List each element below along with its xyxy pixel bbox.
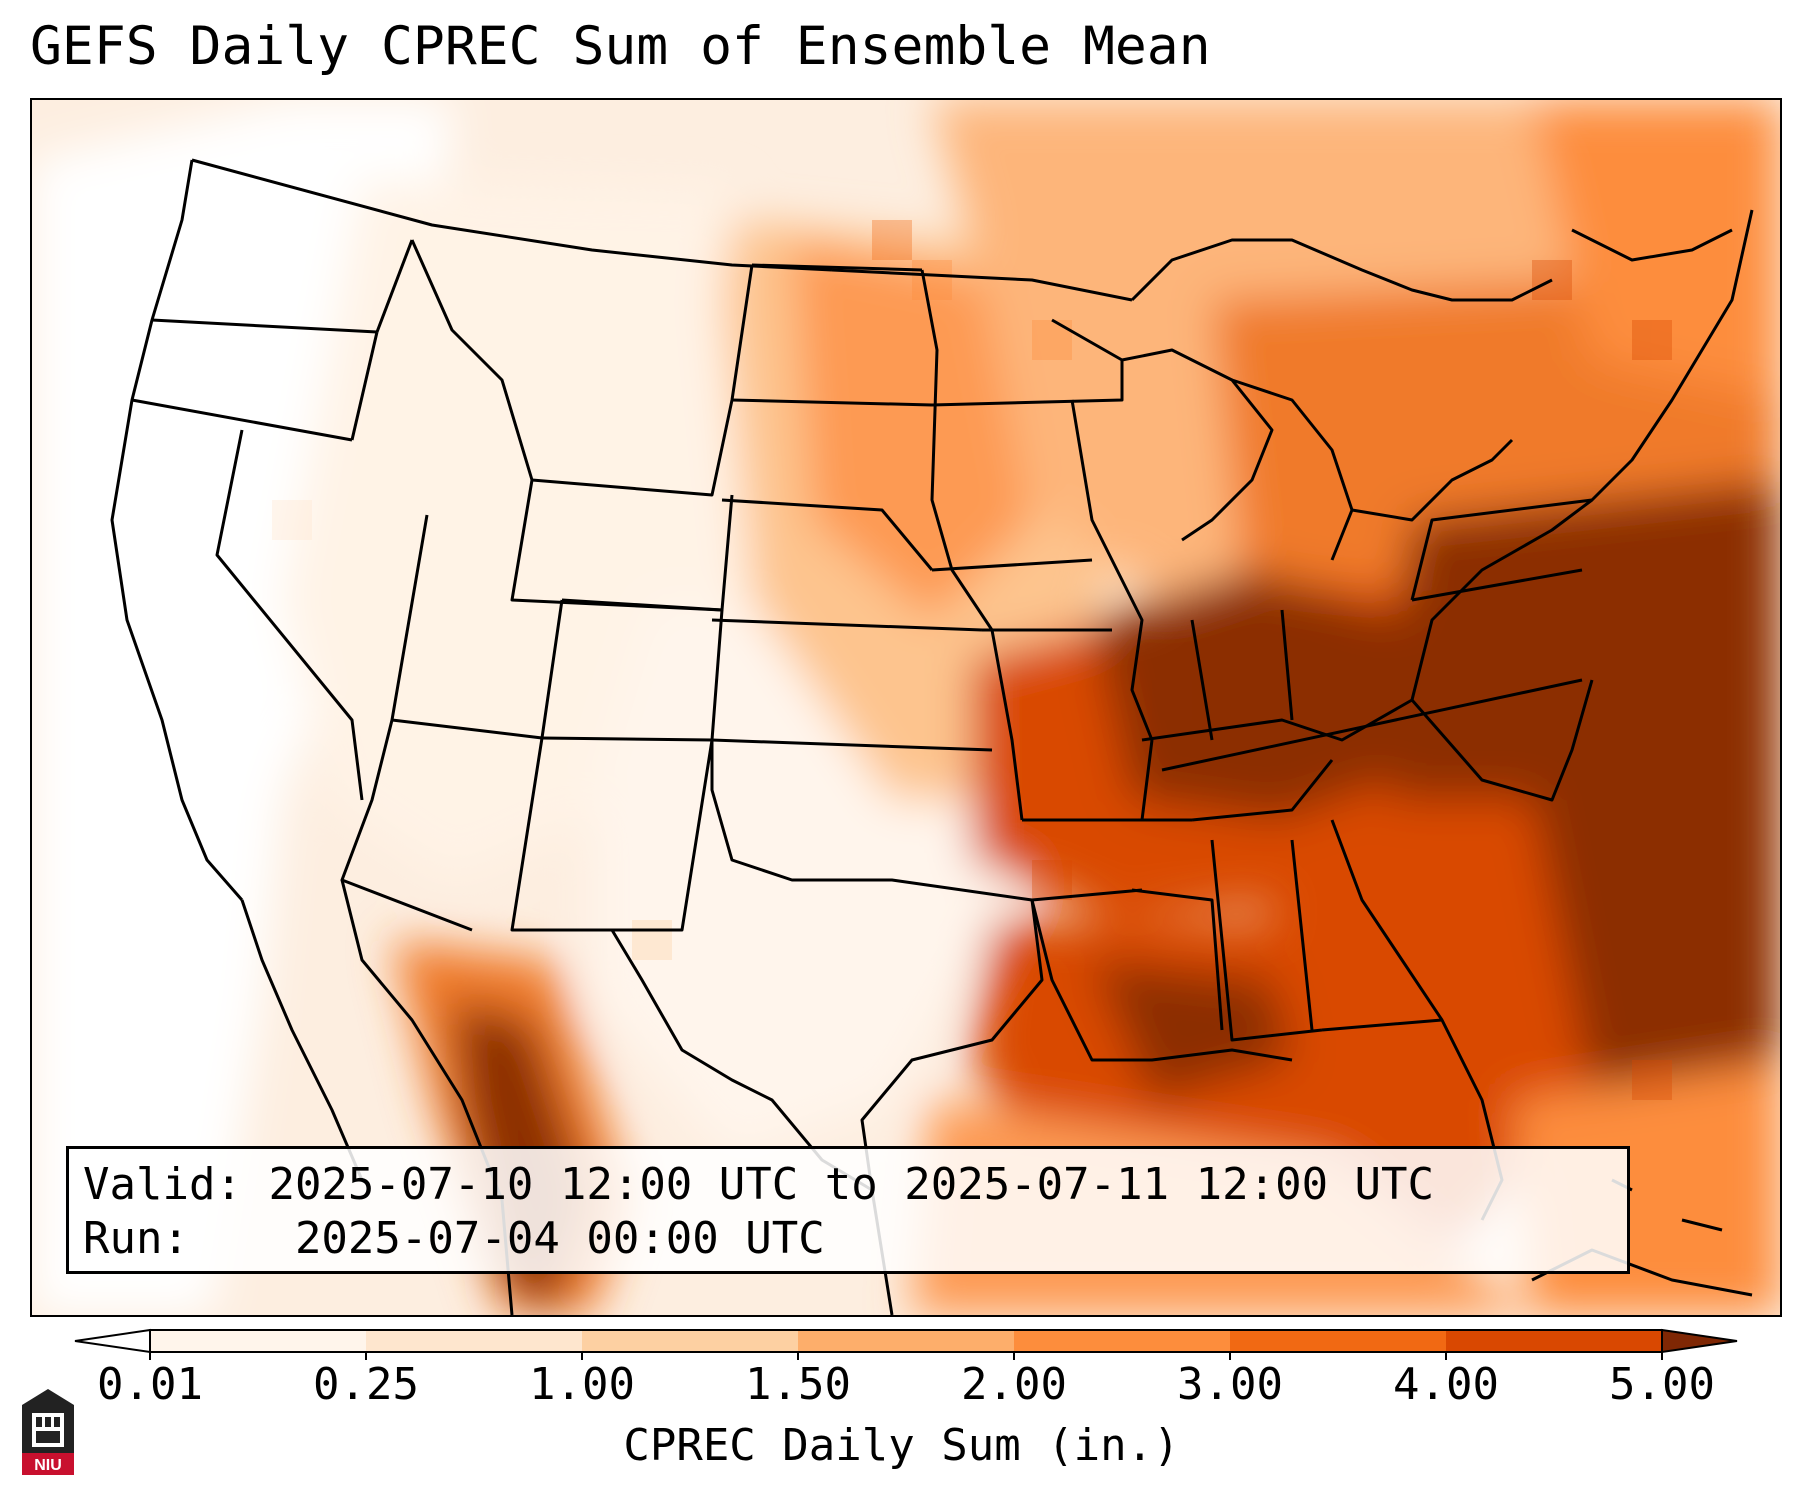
colorbar-segment [798,1330,1015,1352]
state-boundaries [110,158,1754,1315]
chart-title: GEFS Daily CPREC Sum of Ensemble Mean [30,16,1211,77]
colorbar-segment [150,1330,367,1352]
colorbar [0,1310,1803,1380]
colorbar-tick-label: 1.50 [745,1359,851,1410]
colorbar-graphic [74,1328,1738,1360]
colorbar-segment [582,1330,799,1352]
run-label: Run: [83,1213,189,1264]
run-row: Run: 2025-07-04 00:00 UTC [83,1217,825,1261]
colorbar-segment [366,1330,583,1352]
colorbar-tick-label: 0.01 [97,1359,203,1410]
precip-field [32,100,1780,1315]
colorbar-tick-label: 4.00 [1393,1359,1499,1410]
valid-run-box: Valid: 2025-07-10 12:00 UTC to 2025-07-1… [66,1146,1630,1274]
colorbar-tick-label: 5.00 [1609,1359,1715,1410]
precip-map-canvas [32,100,1780,1315]
niu-logo-graphic: NIU [22,1389,74,1475]
svg-text:NIU: NIU [34,1457,62,1474]
colorbar-tick-label: 1.00 [529,1359,635,1410]
colorbar-tick-label: 3.00 [1177,1359,1283,1410]
colorbar-label: CPREC Daily Sum (in.) [623,1420,1180,1471]
valid-label: Valid: [83,1159,242,1210]
valid-value: 2025-07-10 12:00 UTC to 2025-07-11 12:00… [268,1159,1435,1210]
run-value: 2025-07-04 00:00 UTC [294,1213,825,1264]
colorbar-under-extend [74,1328,151,1354]
colorbar-segment [1230,1330,1447,1352]
colorbar-tick-label: 2.00 [961,1359,1067,1410]
niu-logo: NIU [18,1385,78,1477]
colorbar-segment [1014,1330,1231,1352]
colorbar-outline [149,1329,1663,1353]
precip-map [30,98,1782,1317]
colorbar-tick-label: 0.25 [313,1359,419,1410]
precip-grid [272,220,1672,1100]
colorbar-over-extend [1661,1328,1738,1354]
valid-row: Valid: 2025-07-10 12:00 UTC to 2025-07-1… [83,1163,1434,1207]
colorbar-segment [1446,1330,1663,1352]
